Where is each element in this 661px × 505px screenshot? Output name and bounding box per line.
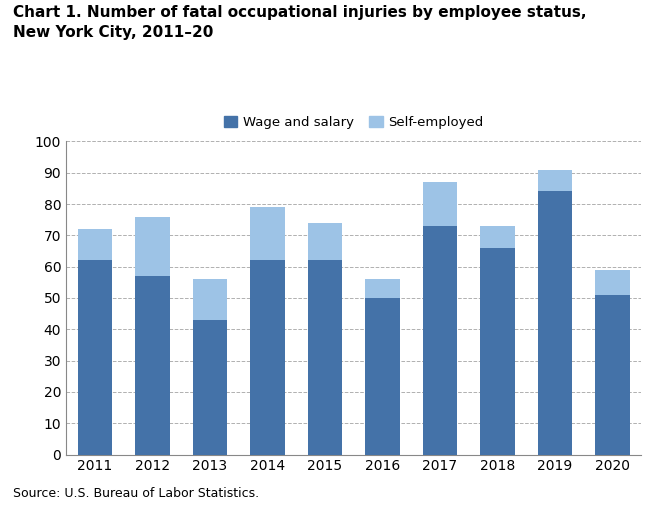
Bar [250,207,285,261]
Bar [422,226,457,454]
Bar [537,191,572,454]
Bar [365,279,400,298]
Bar [77,229,112,261]
Bar [250,261,285,454]
Bar [422,182,457,226]
Bar [192,279,227,320]
Text: Chart 1. Number of fatal occupational injuries by employee status,
New York City: Chart 1. Number of fatal occupational in… [13,5,587,40]
Bar [537,170,572,191]
Text: Source: U.S. Bureau of Labor Statistics.: Source: U.S. Bureau of Labor Statistics. [13,487,259,500]
Bar [307,223,342,261]
Legend: Wage and salary, Self-employed: Wage and salary, Self-employed [221,113,486,132]
Bar [480,248,515,454]
Bar [135,217,170,276]
Bar [595,295,630,454]
Bar [307,261,342,454]
Bar [480,226,515,248]
Bar [365,298,400,454]
Bar [192,320,227,454]
Bar [595,270,630,295]
Bar [77,261,112,454]
Bar [135,276,170,454]
